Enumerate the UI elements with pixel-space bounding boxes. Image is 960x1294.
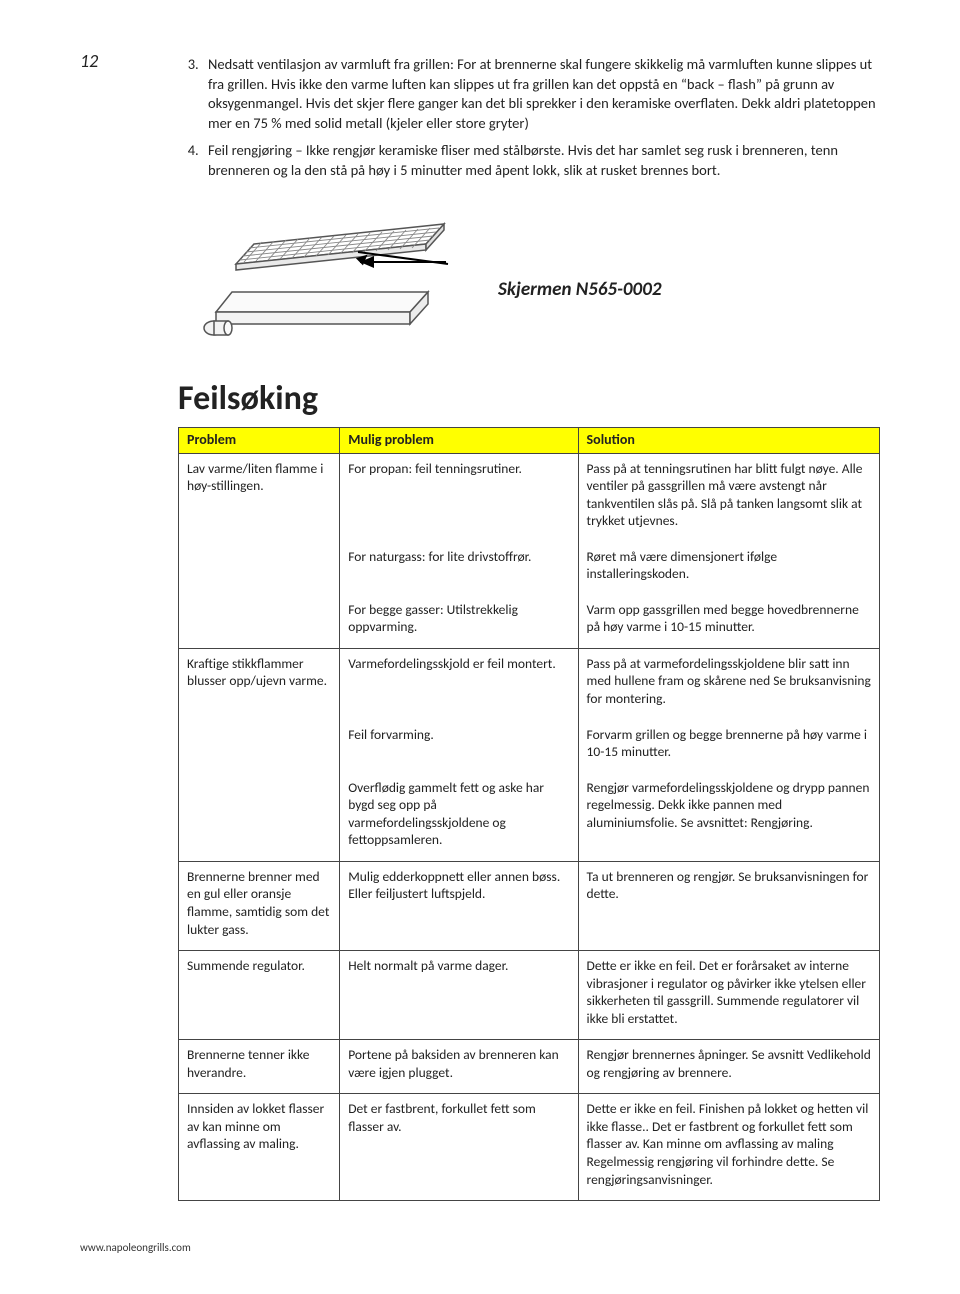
cell-cause: Overflødig gammelt fett og aske har bygd… (340, 773, 578, 862)
list-item: Feil rengjøring – Ikke rengjør keramiske… (202, 141, 880, 180)
table-row: Lav varme/liten flamme i høy-stillingen.… (179, 453, 880, 542)
table-row: Brennerne tenner ikke hverandre.Portene … (179, 1040, 880, 1094)
table-row: Feil forvarming.Forvarm grillen og begge… (179, 720, 880, 773)
table-row: For begge gasser: Utilstrekkelig oppvarm… (179, 595, 880, 649)
table-row: Kraftige stikkflammer blusser opp/ujevn … (179, 648, 880, 719)
cell-solution: Rengjør varmefordelingsskjoldene og dryp… (578, 773, 879, 862)
cell-solution: Røret må være dimensjonert ifølge instal… (578, 542, 879, 595)
table-header-solution: Solution (578, 428, 879, 453)
cell-cause: For naturgass: for lite drivstoffrør. (340, 542, 578, 595)
cell-solution: Forvarm grillen og begge brennerne på hø… (578, 720, 879, 773)
cell-problem: Kraftige stikkflammer blusser opp/ujevn … (179, 648, 340, 719)
cell-problem: Brennerne tenner ikke hverandre. (179, 1040, 340, 1094)
cell-solution: Pass på at tenningsrutinen har blitt ful… (578, 453, 879, 542)
cell-cause: Portene på baksiden av brenneren kan vær… (340, 1040, 578, 1094)
figure-caption: Skjermen N565-0002 (498, 278, 661, 301)
list-item: Nedsatt ventilasjon av varmluft fra gril… (202, 55, 880, 133)
cell-cause: Det er fastbrent, forkullet fett som fla… (340, 1094, 578, 1201)
cell-cause: Feil forvarming. (340, 720, 578, 773)
section-title: Feilsøking (178, 378, 880, 419)
cell-solution: Dette er ikke en feil. Det er forårsaket… (578, 951, 879, 1040)
cell-problem (179, 773, 340, 862)
numbered-list: Nedsatt ventilasjon av varmluft fra gril… (178, 55, 880, 180)
cell-cause: Mulig edderkoppnett eller annen bøss. El… (340, 861, 578, 950)
grill-illustration (178, 194, 458, 354)
page-number: 12 (80, 50, 98, 72)
cell-problem: Brennerne brenner med en gul eller orans… (179, 861, 340, 950)
cell-problem: Lav varme/liten flamme i høy-stillingen. (179, 453, 340, 542)
table-row: Brennerne brenner med en gul eller orans… (179, 861, 880, 950)
cell-solution: Rengjør brennernes åpninger. Se avsnitt … (578, 1040, 879, 1094)
table-header-cause: Mulig problem (340, 428, 578, 453)
table-row: Innsiden av lokket flasser av kan minne … (179, 1094, 880, 1201)
table-row: Summende regulator.Helt normalt på varme… (179, 951, 880, 1040)
cell-solution: Pass på at varmefordelingsskjoldene blir… (578, 648, 879, 719)
table-row: For naturgass: for lite drivstoffrør.Rør… (179, 542, 880, 595)
cell-problem (179, 595, 340, 649)
footer-url: www.napoleongrills.com (80, 1241, 880, 1254)
cell-cause: For begge gasser: Utilstrekkelig oppvarm… (340, 595, 578, 649)
cell-problem (179, 720, 340, 773)
cell-solution: Dette er ikke en feil. Finishen på lokke… (578, 1094, 879, 1201)
cell-problem: Innsiden av lokket flasser av kan minne … (179, 1094, 340, 1201)
table-header-problem: Problem (179, 428, 340, 453)
cell-problem (179, 542, 340, 595)
cell-cause: Varmefordelingsskjold er feil montert. (340, 648, 578, 719)
cell-cause: For propan: feil tenningsrutiner. (340, 453, 578, 542)
cell-solution: Varm opp gassgrillen med begge hovedbren… (578, 595, 879, 649)
table-row: Overflødig gammelt fett og aske har bygd… (179, 773, 880, 862)
cell-cause: Helt normalt på varme dager. (340, 951, 578, 1040)
troubleshooting-table: Problem Mulig problem Solution Lav varme… (178, 427, 880, 1201)
cell-problem: Summende regulator. (179, 951, 340, 1040)
cell-solution: Ta ut brenneren og rengjør. Se bruksanvi… (578, 861, 879, 950)
